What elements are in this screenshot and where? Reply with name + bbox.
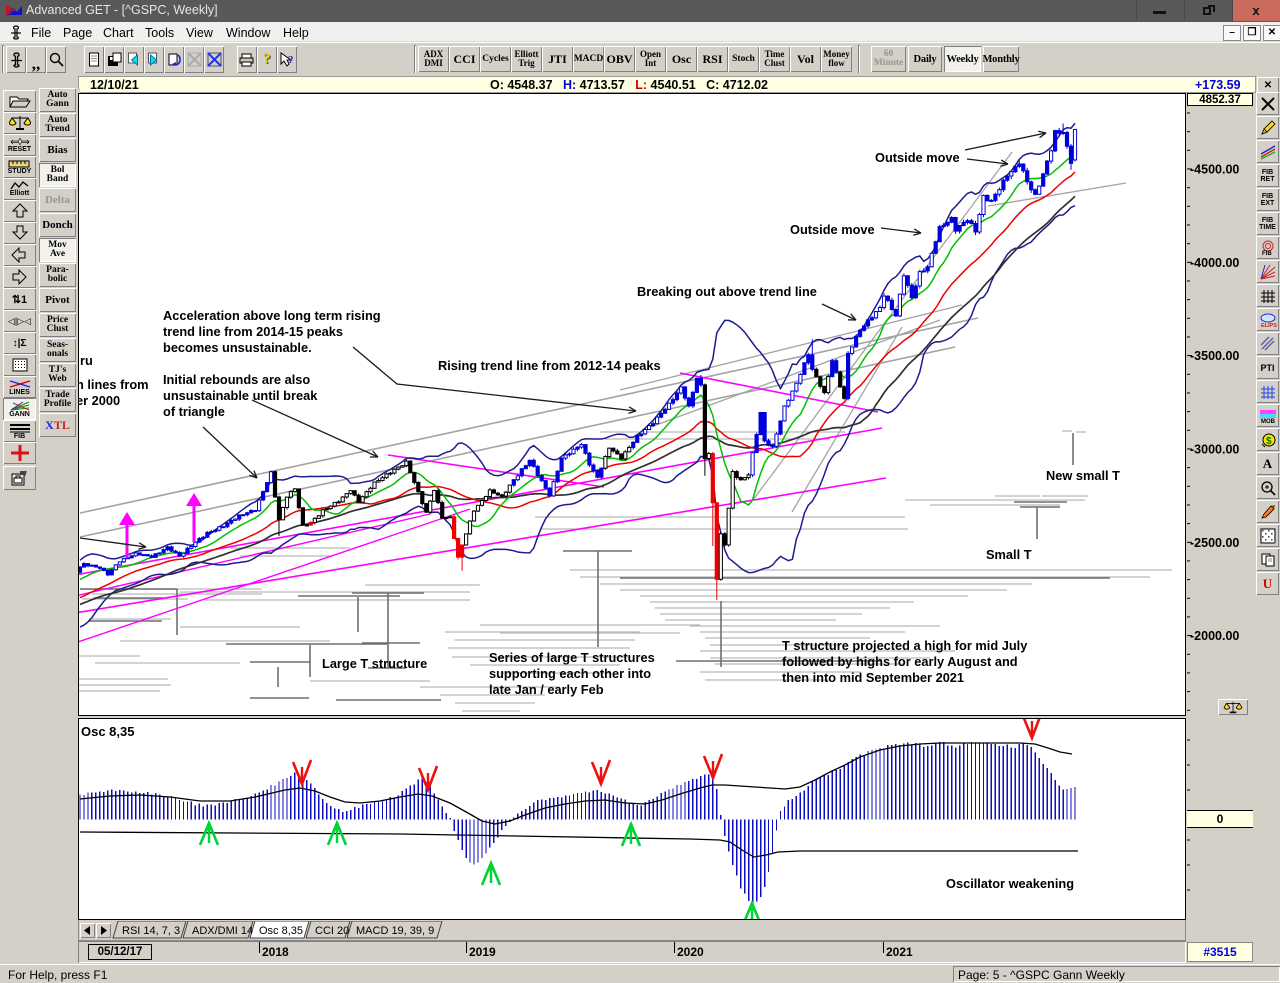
svg-text:ADX/DMI 14: ADX/DMI 14: [192, 925, 253, 937]
svg-text:CCI 20: CCI 20: [315, 925, 349, 937]
svg-text:n lines from: n lines from: [79, 377, 149, 392]
svg-text:-2000.00: -2000.00: [1190, 629, 1239, 643]
svg-text:Breaking out above trend line: Breaking out above trend line: [637, 284, 817, 299]
svg-text:Osc 8,35: Osc 8,35: [259, 925, 303, 937]
svg-text:ELIPS: ELIPS: [1261, 323, 1277, 328]
svg-text:late Jan / early Feb: late Jan / early Feb: [489, 682, 604, 697]
svg-text:$: $: [1266, 436, 1272, 447]
svg-text:Outside move: Outside move: [790, 222, 875, 237]
svg-text:?: ?: [288, 54, 294, 66]
svg-text:ru: ru: [80, 353, 93, 368]
svg-text:followed by highs for early Au: followed by highs for early August and: [782, 654, 1018, 669]
svg-text:becomes unsustainable.: becomes unsustainable.: [163, 340, 312, 355]
svg-text:FIB: FIB: [1262, 251, 1272, 256]
svg-text:MOB: MOB: [1261, 419, 1276, 424]
svg-text:unsustainable until break: unsustainable until break: [163, 388, 318, 403]
svg-text:Oscillator weakening: Oscillator weakening: [946, 876, 1074, 891]
svg-text:-4500.00: -4500.00: [1190, 163, 1239, 177]
svg-text:-3000.00: -3000.00: [1190, 443, 1239, 457]
svg-text:Osc 8,35: Osc 8,35: [81, 724, 135, 739]
svg-text:Large T structure: Large T structure: [322, 656, 427, 671]
svg-text:RSI 14, 7, 3: RSI 14, 7, 3: [122, 925, 180, 937]
svg-text:then into mid September 2021: then into mid September 2021: [782, 670, 964, 685]
svg-text:Series of large T structures: Series of large T structures: [489, 650, 655, 665]
svg-text:New small T: New small T: [1046, 468, 1120, 483]
svg-text:MACD 19, 39, 9: MACD 19, 39, 9: [356, 925, 434, 937]
svg-text:-3500.00: -3500.00: [1190, 349, 1239, 363]
svg-text:Small T: Small T: [986, 547, 1032, 562]
svg-text:of triangle: of triangle: [163, 404, 225, 419]
svg-text:trend line from 2014-15 peaks: trend line from 2014-15 peaks: [163, 324, 343, 339]
svg-text:Acceleration above long term r: Acceleration above long term rising: [163, 308, 381, 323]
svg-text:-4000.00: -4000.00: [1190, 256, 1239, 270]
svg-text:supporting each other into: supporting each other into: [489, 666, 651, 681]
svg-text:er 2000: er 2000: [79, 393, 120, 408]
svg-text:Initial rebounds are also: Initial rebounds are also: [163, 372, 310, 387]
svg-text:T structure projected a high f: T structure projected a high for mid Jul…: [782, 638, 1028, 653]
svg-text:Outside move: Outside move: [875, 150, 960, 165]
svg-text:Rising trend line from 2012-14: Rising trend line from 2012-14 peaks: [438, 358, 661, 373]
svg-text:-2500.00: -2500.00: [1190, 536, 1239, 550]
